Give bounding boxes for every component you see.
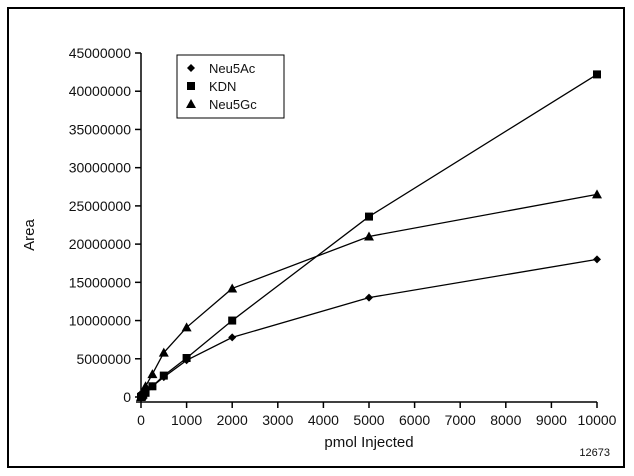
y-axis-label: Area <box>21 219 38 251</box>
legend-label: Neu5Gc <box>209 97 257 112</box>
x-tick-label: 6000 <box>399 412 430 428</box>
y-tick-label: 20000000 <box>69 236 132 252</box>
x-tick-label: 1000 <box>171 412 202 428</box>
legend-diamond-icon <box>187 64 195 72</box>
x-tick-label: 8000 <box>490 412 521 428</box>
series-line <box>140 258 598 398</box>
x-tick-label: 9000 <box>536 412 567 428</box>
triangle-point <box>364 231 374 241</box>
y-tick-label: 25000000 <box>69 198 132 214</box>
chart-frame <box>7 7 625 468</box>
legend: Neu5Ac KDN Neu5Gc <box>176 54 285 119</box>
triangle-point <box>147 369 158 379</box>
square-point <box>593 70 601 79</box>
legend-square-icon <box>187 82 195 90</box>
legend-label: KDN <box>209 79 236 94</box>
x-tick-label: 3000 <box>262 412 293 428</box>
series-neu5gc <box>136 189 602 401</box>
x-tick-label: 10000 <box>578 412 617 428</box>
y-tick-label: 35000000 <box>69 121 132 137</box>
diamond-point <box>593 255 601 264</box>
diamond-point <box>228 333 237 342</box>
square-point <box>159 371 168 380</box>
x-tick-label: 7000 <box>445 412 476 428</box>
y-tick-label: 45000000 <box>69 45 132 61</box>
series-neu5ac <box>137 255 601 401</box>
x-tick-label: 0 <box>137 412 145 428</box>
y-tick-label: 30000000 <box>69 160 132 176</box>
legend-label: Neu5Ac <box>209 61 256 76</box>
ticks: 0 5000000 10000000 15000000 20000000 25000000… <box>69 45 617 428</box>
triangle-point <box>592 189 602 199</box>
triangle-point <box>138 386 149 396</box>
y-tick-label: 10000000 <box>69 313 132 329</box>
x-axis-label: pmol Injected <box>324 434 413 451</box>
y-tick-label: 15000000 <box>69 274 132 290</box>
figure-id: 12673 <box>579 447 610 459</box>
triangle-point <box>181 322 192 332</box>
y-tick-label: 0 <box>123 389 131 405</box>
triangle-point <box>227 283 238 293</box>
x-tick-label: 4000 <box>308 412 339 428</box>
diamond-point <box>365 293 373 302</box>
square-point <box>148 382 157 391</box>
x-tick-label: 5000 <box>353 412 384 428</box>
legend-triangle-icon <box>186 99 196 108</box>
triangle-point <box>158 347 169 357</box>
y-tick-label: 40000000 <box>69 83 132 99</box>
square-point <box>365 212 373 221</box>
square-point <box>228 316 237 325</box>
triangle-point <box>140 381 151 391</box>
x-tick-label: 2000 <box>217 412 248 428</box>
axes <box>136 53 597 403</box>
y-tick-label: 5000000 <box>76 351 131 367</box>
square-point <box>182 354 191 363</box>
series-layer <box>136 70 602 401</box>
